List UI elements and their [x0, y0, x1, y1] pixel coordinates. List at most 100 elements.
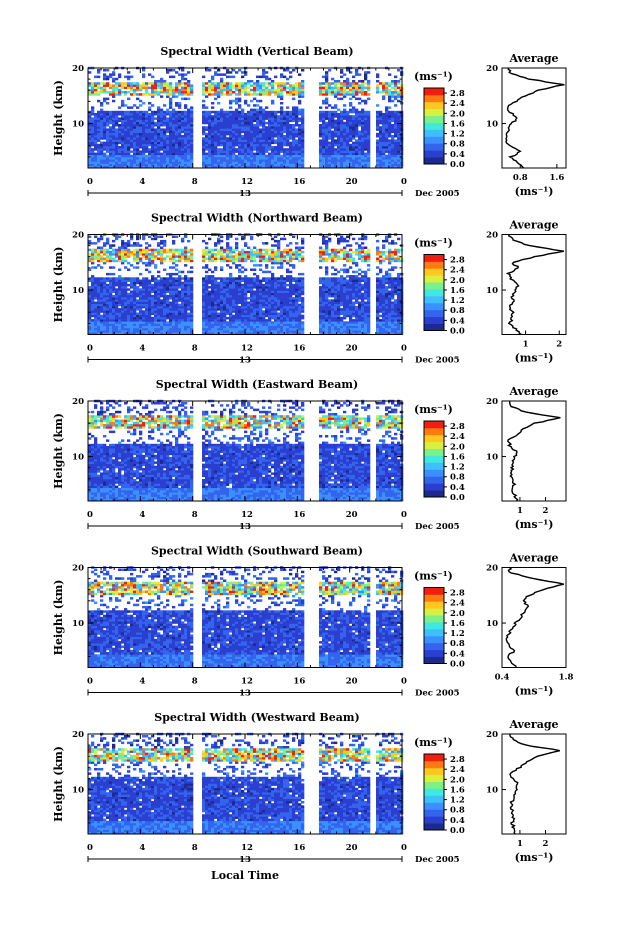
heatmap-cell — [163, 159, 167, 162]
heatmap-cell — [301, 115, 305, 118]
heatmap-cell — [103, 321, 107, 324]
heatmap-cell — [103, 117, 107, 120]
heatmap-cell — [112, 248, 116, 252]
heatmap-cell — [112, 239, 116, 243]
heatmap-cell — [319, 117, 323, 120]
heatmap-cell — [112, 91, 116, 94]
heatmap-cell — [142, 305, 146, 309]
heatmap-cell — [187, 97, 191, 101]
heatmap-cell — [376, 117, 380, 120]
heatmap-cell — [172, 143, 176, 147]
heatmap-cell — [154, 257, 158, 260]
heatmap-cell — [88, 257, 92, 260]
heatmap-cell — [88, 141, 92, 145]
heatmap-cell — [139, 301, 143, 304]
heatmap-cell — [268, 88, 272, 92]
heatmap-cell — [127, 150, 131, 153]
heatmap-cell — [151, 143, 155, 147]
heatmap-cell — [331, 152, 335, 156]
heatmap-cell — [133, 86, 137, 90]
heatmap-cell — [220, 286, 224, 289]
heatmap-cell — [241, 121, 245, 125]
heatmap-cell — [112, 84, 116, 87]
heatmap-cell — [340, 148, 344, 151]
heatmap-cell — [148, 259, 152, 263]
heatmap-cell — [190, 301, 194, 304]
heatmap-cell — [322, 121, 326, 125]
heatmap-cell — [160, 286, 164, 289]
heatmap-cell — [106, 163, 110, 167]
heatmap-cell — [340, 121, 344, 125]
heatmap-cell — [319, 86, 323, 90]
heatmap-cell — [367, 113, 371, 116]
heatmap-cell — [235, 244, 239, 247]
heatmap-cell — [346, 86, 350, 90]
heatmap-cell — [352, 157, 356, 160]
heatmap-cell — [298, 117, 302, 120]
heatmap-cell — [106, 272, 110, 276]
heatmap-cell — [235, 286, 239, 289]
heatmap-cell — [166, 69, 170, 72]
heatmap-cell — [115, 119, 119, 123]
heatmap-cell — [352, 141, 356, 145]
heatmap-cell — [103, 141, 107, 145]
heatmap-cell — [166, 157, 170, 160]
heatmap-cell — [151, 126, 155, 129]
heatmap-cell — [238, 294, 242, 298]
heatmap-cell — [214, 244, 218, 247]
heatmap-cell — [172, 310, 176, 313]
heatmap-cell — [187, 165, 191, 169]
heatmap-cell — [115, 235, 119, 238]
heatmap-cell — [391, 82, 395, 85]
heatmap-cell — [115, 141, 119, 145]
heatmap-cell — [115, 279, 119, 282]
heatmap-cell — [229, 327, 233, 331]
heatmap-cell — [337, 113, 341, 116]
heatmap-cell — [106, 277, 110, 280]
heatmap-cell — [190, 270, 194, 274]
heatmap-cell — [142, 154, 146, 158]
heatmap-cell — [292, 150, 296, 153]
heatmap-cell — [169, 137, 173, 140]
heatmap-cell — [358, 135, 362, 138]
heatmap-cell — [172, 248, 176, 252]
heatmap-cell — [184, 117, 188, 120]
heatmap-cell — [226, 292, 230, 296]
heatmap-cell — [106, 75, 110, 79]
heatmap-cell — [163, 283, 167, 287]
heatmap-cell — [283, 113, 287, 116]
heatmap-cell — [244, 163, 248, 167]
heatmap-cell — [145, 159, 149, 162]
heatmap-cell — [211, 330, 215, 333]
heatmap-cell — [361, 137, 365, 140]
heatmap-cell — [157, 159, 161, 162]
heatmap-cell — [214, 152, 218, 156]
heatmap-cell — [244, 139, 248, 142]
heatmap-cell — [382, 97, 386, 101]
heatmap-cell — [148, 303, 152, 307]
heatmap-cell — [160, 323, 164, 326]
heatmap-cell — [151, 75, 155, 79]
heatmap-cell — [211, 124, 215, 127]
heatmap-cell — [265, 113, 269, 116]
heatmap-cell — [130, 290, 134, 293]
heatmap-cell — [385, 113, 389, 116]
heatmap-cell — [118, 113, 122, 116]
heatmap-cell — [235, 290, 239, 293]
heatmap-cell — [352, 86, 356, 90]
heatmap-cell — [169, 99, 173, 103]
heatmap-cell — [184, 246, 188, 249]
heatmap-cell — [133, 84, 137, 87]
heatmap-cell — [127, 141, 131, 145]
heatmap-cell — [202, 143, 206, 147]
heatmap-cell — [91, 290, 95, 293]
heatmap-cell — [385, 106, 389, 109]
heatmap-cell — [298, 143, 302, 147]
heatmap-cell — [187, 115, 191, 118]
heatmap-cell — [205, 132, 209, 136]
heatmap-cell — [388, 124, 392, 127]
heatmap-cell — [100, 314, 104, 318]
heatmap-cell — [118, 303, 122, 307]
heatmap-cell — [151, 250, 155, 254]
heatmap-cell — [154, 139, 158, 142]
